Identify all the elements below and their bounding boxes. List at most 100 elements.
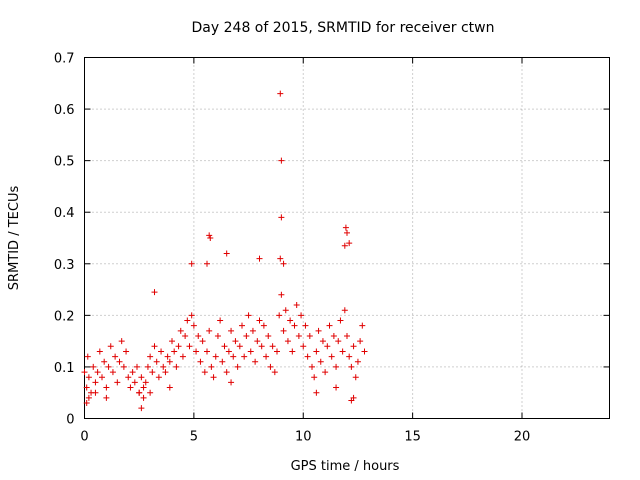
data-point <box>118 338 125 345</box>
data-point <box>341 242 348 249</box>
data-point <box>179 353 186 360</box>
data-point <box>311 374 318 381</box>
data-point <box>105 363 112 370</box>
data-point <box>83 400 90 407</box>
data-point <box>280 327 287 334</box>
data-point <box>140 394 147 401</box>
data-point <box>306 332 313 339</box>
x-tick-label: 15 <box>404 430 421 445</box>
data-point <box>204 260 210 267</box>
data-point <box>166 384 173 391</box>
data-point <box>90 363 97 370</box>
data-point <box>204 348 210 355</box>
data-point <box>271 369 278 376</box>
data-point <box>228 327 235 334</box>
data-point <box>333 363 340 370</box>
data-point <box>348 363 355 370</box>
data-point <box>99 374 105 381</box>
data-point <box>120 363 127 370</box>
data-point <box>298 312 305 319</box>
y-tick-label: 0.7 <box>54 52 75 67</box>
data-point <box>92 389 99 396</box>
data-point <box>201 369 208 376</box>
data-point <box>96 348 103 355</box>
data-point <box>123 348 130 355</box>
data-point <box>228 379 235 386</box>
data-point <box>309 363 315 370</box>
data-point <box>344 229 350 236</box>
data-point <box>256 317 263 324</box>
data-point <box>256 255 263 262</box>
data-point <box>169 338 175 345</box>
y-tick-label: 0.3 <box>54 258 75 273</box>
data-point <box>144 363 151 370</box>
data-point <box>81 369 88 376</box>
x-tick-labels: 0 5 10 15 20 <box>80 430 530 445</box>
data-point <box>136 389 143 396</box>
data-point <box>295 332 302 339</box>
data-point <box>199 338 206 345</box>
data-point <box>317 358 324 365</box>
data-point <box>241 353 248 360</box>
data-point <box>287 317 294 324</box>
data-point <box>260 322 267 329</box>
data-point <box>94 369 101 376</box>
data-point <box>339 348 346 355</box>
data-point <box>125 374 132 381</box>
data-point <box>207 235 214 241</box>
data-point <box>147 353 154 360</box>
data-point <box>276 312 283 319</box>
x-tick-label: 5 <box>190 430 198 445</box>
data-point <box>158 348 165 355</box>
data-point <box>188 312 195 319</box>
data-point <box>171 348 178 355</box>
data-point <box>177 327 184 334</box>
data-point <box>101 358 108 365</box>
data-point <box>212 353 219 360</box>
data-point <box>322 369 329 376</box>
data-point <box>267 363 274 370</box>
data-point <box>182 332 189 339</box>
data-point <box>107 343 114 350</box>
data-point <box>265 332 272 339</box>
data-point <box>258 343 265 350</box>
data-point <box>190 322 197 329</box>
data-point <box>245 312 252 319</box>
data-point <box>289 348 296 355</box>
data-point <box>239 322 245 329</box>
y-tick-label: 0.4 <box>54 206 75 221</box>
data-point <box>219 358 226 365</box>
data-point <box>160 363 167 370</box>
data-point <box>166 358 173 365</box>
data-point <box>155 374 162 381</box>
data-point <box>129 369 136 376</box>
data-point <box>114 379 121 386</box>
data-point <box>300 343 307 350</box>
data-point <box>84 353 91 360</box>
data-point <box>324 343 331 350</box>
data-point <box>293 302 300 309</box>
data-point <box>85 394 92 401</box>
data-point <box>151 289 158 296</box>
data-point <box>151 343 158 350</box>
data-point <box>326 322 333 329</box>
data-point <box>344 332 350 339</box>
data-point <box>315 327 322 334</box>
data-point <box>188 260 195 267</box>
data-point <box>173 363 180 370</box>
data-points <box>81 90 368 412</box>
data-point <box>249 327 256 334</box>
data-point <box>223 369 230 376</box>
data-point <box>138 405 145 412</box>
x-tick-label: 20 <box>514 430 531 445</box>
x-axis-label: GPS time / hours <box>291 459 400 474</box>
data-point <box>252 358 259 365</box>
data-point <box>134 363 140 370</box>
data-point <box>206 327 213 334</box>
data-point <box>278 291 285 298</box>
data-point <box>223 250 230 257</box>
data-point <box>302 322 309 329</box>
data-point <box>85 374 92 381</box>
x-tick-label: 10 <box>295 430 312 445</box>
